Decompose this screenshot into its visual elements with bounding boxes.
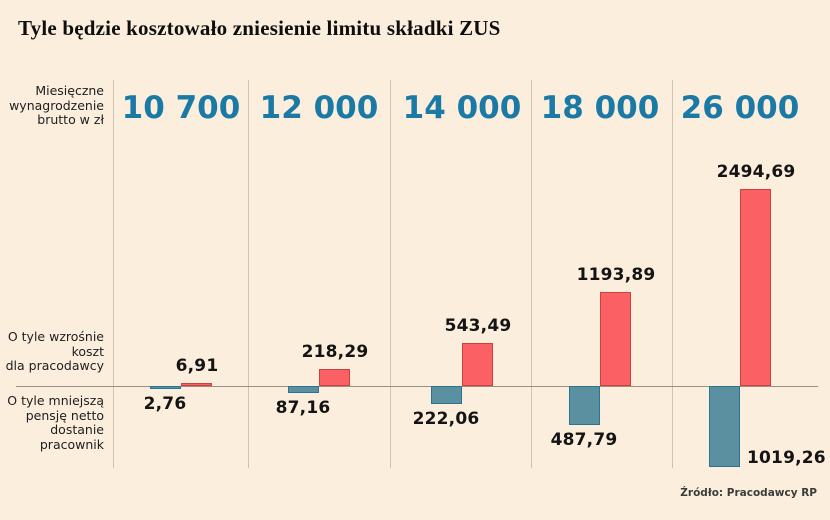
employer-cost-bar bbox=[462, 343, 493, 386]
column-header-salary: 14 000 bbox=[402, 90, 522, 126]
source-credit: Źródło: Pracodawcy RP bbox=[680, 487, 817, 499]
column-divider bbox=[248, 80, 249, 468]
net-salary-value-label: 222,06 bbox=[412, 408, 480, 429]
employer-cost-bar bbox=[740, 188, 771, 386]
employer-cost-value-label: 1193,89 bbox=[576, 264, 656, 285]
net-salary-bar bbox=[569, 386, 600, 425]
net-salary-bar bbox=[709, 386, 740, 467]
column-divider bbox=[113, 80, 114, 468]
net-salary-bar bbox=[431, 386, 462, 404]
net-salary-bar bbox=[150, 386, 181, 389]
column-divider bbox=[672, 80, 673, 468]
employer-cost-value-label: 6,91 bbox=[175, 356, 219, 376]
column-divider bbox=[390, 80, 391, 468]
employer-cost-value-label: 218,29 bbox=[301, 341, 369, 362]
net-salary-value-label: 487,79 bbox=[550, 429, 618, 450]
column-header-salary: 10 700 bbox=[121, 90, 241, 126]
net-salary-axis-label: O tyle mniejszą pensję netto dostanie pr… bbox=[7, 393, 104, 452]
employer-cost-value-label: 543,49 bbox=[444, 316, 512, 337]
net-salary-value-label: 2,76 bbox=[143, 394, 187, 414]
salary-axis-label: Miesięczne wynagrodzenie brutto w zł bbox=[9, 83, 104, 128]
employer-cost-bar bbox=[181, 383, 212, 386]
employer-cost-bar bbox=[319, 368, 350, 386]
employer-cost-value-label: 2494,69 bbox=[716, 161, 796, 182]
baseline-axis bbox=[16, 386, 818, 387]
column-header-salary: 26 000 bbox=[680, 90, 800, 126]
column-header-salary: 12 000 bbox=[259, 90, 379, 126]
column-header-salary: 18 000 bbox=[540, 90, 660, 126]
net-salary-value-label: 87,16 bbox=[275, 397, 331, 418]
chart-title: Tyle będzie kosztowało zniesienie limitu… bbox=[18, 16, 501, 40]
column-divider bbox=[531, 80, 532, 468]
net-salary-bar bbox=[288, 386, 319, 393]
employer-cost-axis-label: O tyle wzrośnie koszt dla pracodawcy bbox=[5, 329, 104, 374]
net-salary-value-label: 1019,26 bbox=[747, 447, 826, 468]
employer-cost-bar bbox=[600, 291, 631, 386]
